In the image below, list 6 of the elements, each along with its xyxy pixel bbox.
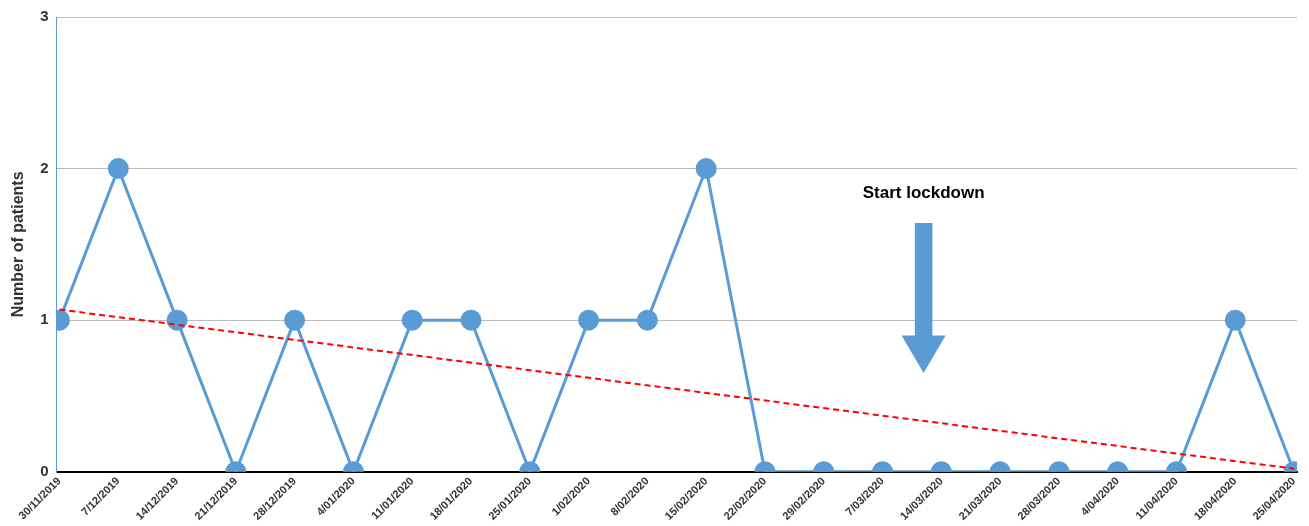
y-tick-label: 0 [40,461,49,479]
annotation: Start lockdown [862,183,985,202]
y-axis-title: Number of patients [9,171,27,318]
y-tick-label: 3 [40,7,49,25]
y-tick-label: 2 [40,158,49,176]
y-tick-label: 1 [40,310,49,328]
